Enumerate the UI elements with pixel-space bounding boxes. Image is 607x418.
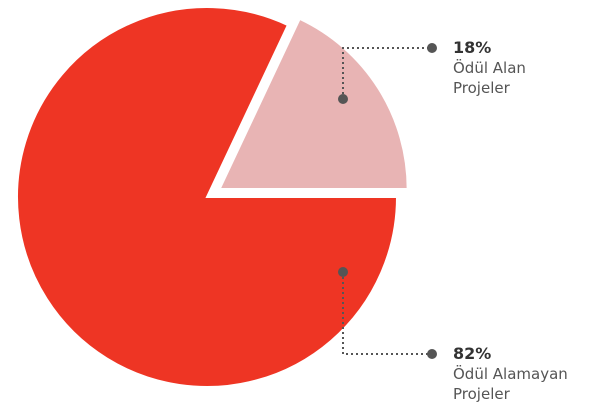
- pie-slice: [16, 6, 399, 388]
- value-label: 18%: [453, 38, 492, 57]
- leader-line: [342, 47, 432, 99]
- category-label: Ödül Alan Projeler: [453, 59, 526, 97]
- leader-line: [342, 272, 432, 355]
- legend-label: 18% Ödül Alan Projeler: [453, 38, 573, 98]
- legend-label: 82% Ödül Alamayan Projeler: [453, 344, 573, 404]
- leader-dot: [427, 349, 437, 359]
- category-label: Ödül Alamayan Projeler: [453, 365, 568, 403]
- value-label: 82%: [453, 344, 492, 363]
- leader-dot: [338, 267, 348, 277]
- pie-slice: [218, 17, 409, 190]
- leader-dot: [338, 94, 348, 104]
- leader-dot: [427, 43, 437, 53]
